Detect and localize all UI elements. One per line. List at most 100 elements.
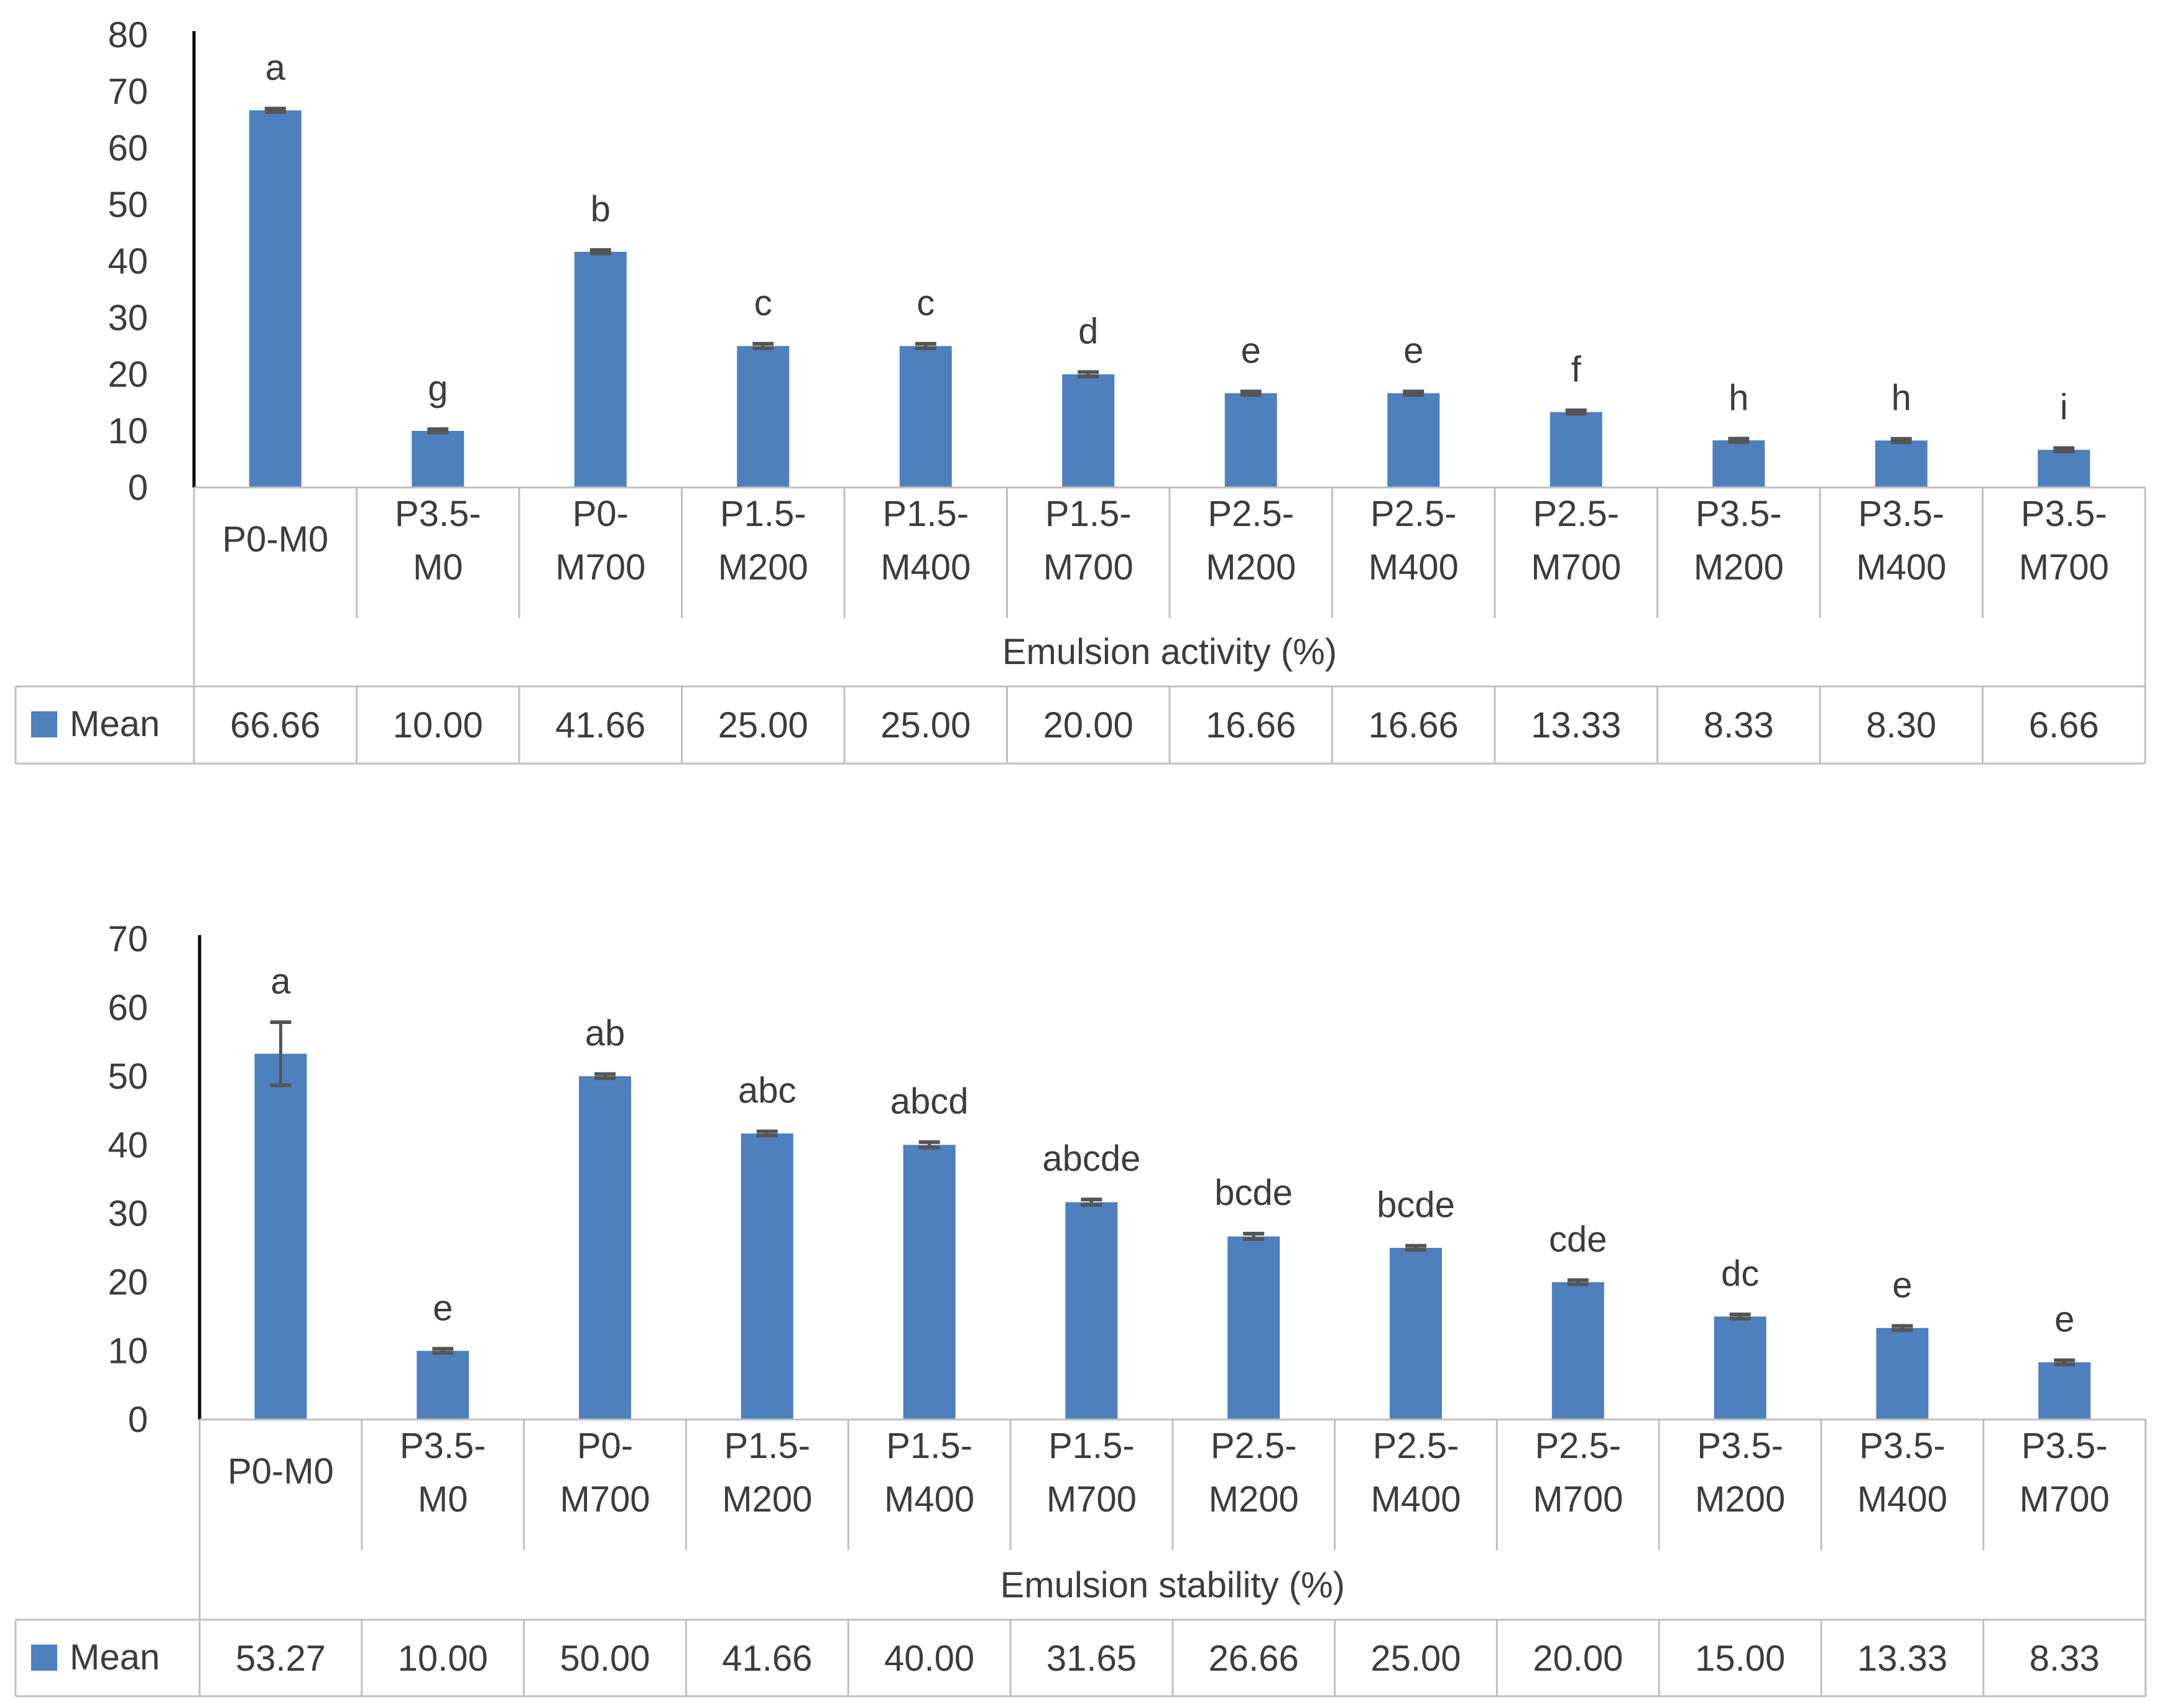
significance-letter: a: [270, 961, 291, 1002]
category-label: P0-: [573, 494, 629, 534]
category-label: M400: [884, 1479, 974, 1520]
category-label: P2.5-: [1370, 494, 1457, 534]
bar: [1875, 440, 1928, 487]
significance-letter: dc: [1721, 1253, 1759, 1294]
bar: [1062, 374, 1115, 487]
table-value: 16.66: [1206, 705, 1296, 746]
table-value: 10.00: [393, 705, 483, 746]
category-label: P1.5-: [882, 494, 969, 534]
significance-letter: bcde: [1377, 1185, 1455, 1226]
category-label: P0-M0: [222, 519, 328, 560]
bar: [579, 1076, 631, 1419]
significance-letter: a: [266, 48, 286, 88]
y-tick-label: 30: [108, 1194, 148, 1234]
category-label: M200: [1695, 1479, 1785, 1520]
y-tick-label: 60: [108, 987, 148, 1028]
category-label: P1.5-: [724, 1426, 810, 1466]
bar: [2038, 1362, 2091, 1419]
bar: [1390, 1247, 1442, 1419]
category-label: P1.5-: [1048, 1426, 1135, 1466]
y-tick-label: 30: [108, 298, 148, 338]
bar: [417, 1350, 469, 1419]
category-label: M700: [555, 547, 645, 588]
category-label: M400: [1369, 547, 1459, 588]
table-value: 8.33: [2030, 1638, 2100, 1679]
category-label: M700: [2020, 1479, 2110, 1520]
bar: [1550, 412, 1602, 487]
category-label: M200: [1206, 547, 1296, 588]
table-value: 26.66: [1209, 1638, 1299, 1679]
category-label: P2.5-: [1535, 1426, 1621, 1466]
y-tick-label: 0: [128, 1400, 148, 1440]
bar: [741, 1133, 793, 1419]
significance-letter: h: [1729, 377, 1748, 418]
bar: [737, 346, 790, 487]
y-tick-label: 10: [108, 411, 148, 451]
category-label: P3.5-: [1696, 494, 1782, 534]
category-label: P2.5-: [1373, 1426, 1459, 1466]
category-label: P3.5-: [1697, 1426, 1783, 1466]
table-value: 15.00: [1695, 1638, 1785, 1679]
category-label: M200: [722, 1479, 812, 1520]
bar: [1387, 393, 1440, 487]
table-value: 41.66: [722, 1638, 812, 1679]
y-tick-label: 20: [108, 354, 148, 395]
category-label: P1.5-: [1045, 494, 1132, 534]
significance-letter: c: [754, 283, 772, 323]
category-label: P2.5-: [1533, 494, 1619, 534]
significance-letter: d: [1078, 311, 1098, 351]
table-value: 16.66: [1369, 705, 1459, 746]
table-value: 8.30: [1866, 705, 1936, 746]
bar: [1876, 1327, 1929, 1419]
category-label: M400: [1857, 1479, 1947, 1520]
category-label: P3.5-: [2021, 494, 2107, 534]
bar: [899, 346, 952, 487]
significance-letter: i: [2060, 387, 2068, 428]
significance-letter: g: [428, 368, 448, 409]
table-value: 53.27: [236, 1638, 326, 1679]
significance-letter: e: [433, 1288, 453, 1328]
bar: [1065, 1202, 1118, 1419]
category-label: M700: [560, 1479, 650, 1520]
y-tick-label: 70: [108, 72, 148, 112]
category-label: M700: [1046, 1479, 1137, 1520]
significance-letter: ab: [585, 1013, 626, 1054]
category-label: P0-: [577, 1426, 633, 1466]
significance-letter: bcde: [1214, 1173, 1293, 1213]
significance-letter: c: [917, 283, 935, 323]
bar: [574, 251, 627, 487]
category-label: M700: [1533, 1479, 1623, 1520]
bar: [2038, 450, 2090, 487]
y-tick-label: 0: [128, 468, 148, 508]
table-value: 41.66: [555, 705, 645, 746]
table-value: 66.66: [230, 705, 320, 746]
significance-letter: cde: [1549, 1219, 1607, 1260]
category-label: M400: [1856, 547, 1946, 588]
significance-letter: b: [591, 189, 611, 229]
x-axis-title: Emulsion stability (%): [1000, 1565, 1345, 1605]
significance-letter: e: [1403, 331, 1423, 371]
y-tick-label: 10: [108, 1331, 148, 1372]
emulsion-stability-chart: 0 10 20 30 40 50 60 70 a e ab abc abcd abcde bcde bcde c…: [14, 919, 2147, 1697]
y-tick-label: 70: [108, 919, 148, 959]
y-tick-label: 20: [108, 1262, 148, 1303]
significance-letter: abc: [738, 1071, 797, 1111]
category-label: M200: [1209, 1479, 1299, 1520]
category-label: M200: [1694, 547, 1784, 588]
y-tick-label: 60: [108, 128, 148, 168]
significance-letter: e: [1241, 331, 1261, 371]
legend-label: Mean: [70, 704, 160, 744]
significance-letter: h: [1891, 378, 1911, 418]
category-label: P3.5-: [400, 1426, 486, 1466]
category-label: M700: [2019, 547, 2109, 588]
category-label: M0: [413, 547, 463, 588]
category-label: P1.5-: [886, 1426, 972, 1466]
category-label: M400: [880, 547, 971, 588]
category-label: P2.5-: [1211, 1426, 1297, 1466]
category-label: P1.5-: [720, 494, 806, 534]
significance-letter: e: [1892, 1265, 1912, 1305]
table-value: 20.00: [1533, 1638, 1623, 1679]
table-value: 10.00: [398, 1638, 488, 1679]
legend-label: Mean: [70, 1637, 160, 1678]
